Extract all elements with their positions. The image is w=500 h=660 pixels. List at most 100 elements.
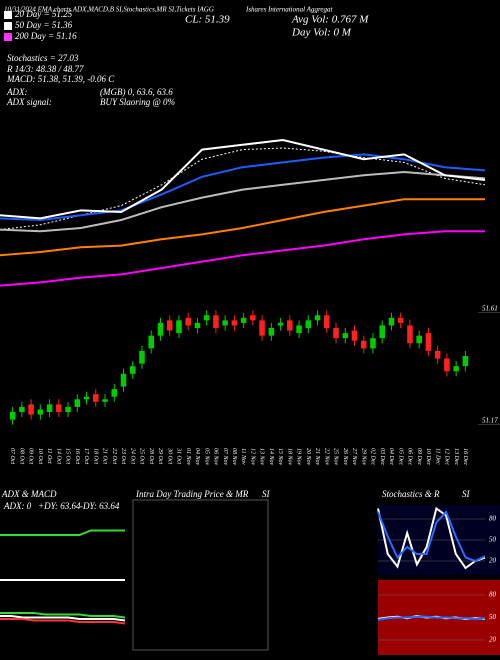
x-tick-label: 05 Dec: [397, 448, 403, 465]
candle-body: [46, 404, 53, 412]
y-tick-label: 50: [489, 536, 497, 544]
y-tick-label: 80: [489, 591, 497, 599]
series-line: [0, 198, 485, 257]
candle-body: [296, 325, 302, 334]
candle-body: [83, 396, 90, 400]
x-tick-label: 16 Dec: [462, 448, 468, 465]
x-tick-label: 30 Oct: [166, 447, 172, 464]
y-tick-label: 51.17: [482, 416, 498, 424]
stat: R 14/3: 48.38 / 48.77: [6, 64, 84, 74]
y-tick-label: 20: [489, 636, 497, 644]
candle-body: [28, 404, 34, 415]
intraday-box: [132, 499, 269, 651]
x-tick-label: 18 Nov: [286, 448, 292, 466]
signal: ADX:: [6, 87, 28, 97]
x-tick-label: 29 Nov: [360, 448, 366, 466]
x-tick-label: 11 Nov: [240, 448, 246, 465]
candle-body: [360, 340, 367, 349]
series-line: [0, 615, 126, 622]
candle-body: [444, 358, 450, 372]
legend-swatch: [4, 11, 12, 19]
y-tick-label: 51.61: [482, 304, 498, 312]
candle-body: [65, 406, 71, 412]
x-tick-label: 24 Oct: [129, 448, 136, 464]
x-tick-label: 12 Nov: [249, 448, 255, 466]
y-tick-label: 20: [489, 557, 497, 565]
candle-body: [425, 333, 432, 351]
x-tick-label: 25 Nov: [333, 448, 339, 466]
candle-body: [305, 320, 312, 328]
candle-body: [324, 315, 330, 328]
x-tick-label: 18 Oct: [92, 448, 98, 464]
legend-label: 20 Day = 51.25: [15, 9, 73, 19]
x-tick-label: 31 Oct: [176, 447, 182, 464]
candle-body: [231, 320, 238, 326]
candle-body: [287, 320, 293, 331]
x-tick-label: 13 Nov: [259, 448, 265, 466]
candle-body: [74, 399, 81, 407]
x-tick-label: 21 Nov: [314, 448, 320, 466]
header-title: 10/31/2024 EMA charts ADX,MACD,B SI,Stoc…: [4, 6, 214, 14]
candle-body: [277, 322, 284, 326]
x-tick-label: 15 Oct: [65, 448, 71, 464]
candle-body: [351, 330, 358, 341]
signal: ADX signal:: [6, 97, 52, 107]
x-tick-label: 09 Dec: [416, 448, 422, 465]
series-line: [0, 147, 486, 231]
candle-body: [185, 317, 191, 326]
x-tick-label: 11 Oct: [46, 448, 52, 464]
series-line: [377, 510, 486, 563]
x-tick-label: 16 Oct: [74, 448, 80, 464]
x-tick-label: 27 Nov: [351, 448, 357, 466]
close-price: CL: 51.39: [185, 14, 230, 26]
x-tick-label: 29 Oct: [157, 448, 163, 464]
x-tick-label: 01 Nov: [185, 448, 191, 466]
x-tick-label: 26 Nov: [342, 448, 348, 466]
day-vol: Day Vol: 0 M: [291, 27, 352, 39]
legend-label: 50 Day = 51.36: [15, 20, 73, 30]
candle-body: [203, 315, 210, 321]
candle-body: [434, 350, 441, 359]
series-line: [0, 138, 486, 220]
candle-body: [250, 315, 256, 321]
x-tick-label: 03 Dec: [379, 448, 385, 465]
x-tick-label: 22 Oct: [111, 448, 117, 464]
candle-body: [388, 317, 395, 326]
x-tick-label: 10 Oct: [37, 448, 43, 464]
x-tick-label: 28 Oct: [148, 448, 154, 464]
candle-body: [268, 328, 275, 336]
x-tick-label: 20 Nov: [305, 448, 311, 466]
x-tick-label: 14 Oct: [55, 448, 62, 464]
candle-body: [453, 366, 459, 372]
candle-body: [111, 389, 118, 397]
legend-swatch: [4, 22, 12, 30]
series-line: [0, 153, 486, 222]
x-tick-label: 21 Oct: [102, 448, 108, 464]
signal: (MGB) 0, 63.6, 63.6: [100, 87, 173, 97]
x-tick-label: 06 Dec: [407, 448, 413, 465]
signal: BUY Slaoring @ 0%: [100, 97, 175, 107]
candle-body: [157, 322, 164, 336]
candle-body: [379, 325, 385, 339]
x-tick-label: 14 Nov: [268, 448, 275, 466]
candle-body: [148, 335, 154, 349]
avg-vol: Avg Vol: 0.767 M: [291, 14, 369, 26]
series-line: [0, 170, 486, 233]
candle-body: [462, 356, 469, 367]
candle-body: [9, 412, 16, 420]
x-tick-label: 25 Oct: [139, 448, 145, 464]
series-line: [0, 612, 126, 619]
candle-body: [102, 399, 108, 402]
x-tick-label: 04 Nov: [194, 448, 201, 466]
candle-body: [397, 317, 404, 323]
series-line: [0, 618, 126, 625]
adx-label: ADX: 0: [3, 501, 32, 511]
x-tick-label: 19 Nov: [296, 448, 302, 466]
series-line: [0, 529, 125, 536]
candle-body: [166, 320, 173, 331]
candle-body: [370, 338, 376, 349]
x-tick-label: 05 Nov: [203, 448, 209, 466]
x-tick-label: 02 Dec: [370, 448, 376, 465]
x-tick-label: 22 Nov: [323, 448, 329, 466]
